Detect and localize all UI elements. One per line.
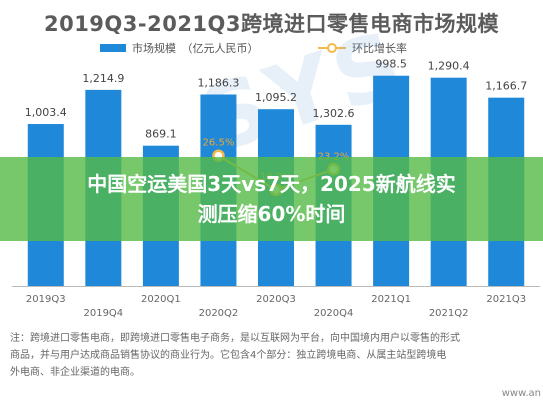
legend-line-swatch <box>318 43 346 53</box>
legend-label-bars: 市场规模 （亿元人民币） <box>132 42 259 55</box>
source-url: www.an <box>501 388 541 399</box>
chart-notes: 注：跨境进口零售电商，即跨境进口零售电子商务，是以互联网为平台，向中国境内用户以… <box>10 330 538 381</box>
bar-value-label-6: 998.5 <box>375 58 407 71</box>
growth-label-5: 23.2% <box>318 151 350 162</box>
bar-value-label-3: 1,186.3 <box>197 76 239 89</box>
x-tick-label-5: 2020Q4 <box>314 308 354 319</box>
note-line-1: 注：跨境进口零售电商，即跨境进口零售电子商务，是以互联网为平台，向中国境内用户以… <box>10 333 460 344</box>
x-tick-label-1: 2019Q4 <box>83 308 123 319</box>
bar-value-label-2: 869.1 <box>145 128 177 141</box>
bar-value-label-4: 1,095.2 <box>255 91 297 104</box>
bar-value-label-1: 1,214.9 <box>82 72 124 85</box>
chart-title: 2019Q3-2021Q3跨境进口零售电商市场规模 <box>43 12 500 36</box>
bar-value-label-8: 1,166.7 <box>485 80 527 93</box>
x-tick-label-0: 2019Q3 <box>26 294 66 305</box>
bar-value-label-7: 1,290.4 <box>428 60 470 73</box>
x-tick-label-7: 2021Q2 <box>429 308 469 319</box>
banner-headline: 中国空运美国3天vs7天，2025新航线实测压缩60%时间 <box>87 172 456 226</box>
x-tick-label-2: 2020Q1 <box>141 294 181 305</box>
x-tick-label-4: 2020Q3 <box>256 294 296 305</box>
legend-item-bars: 市场规模 （亿元人民币） <box>100 40 259 56</box>
growth-label-3: 26.5% <box>203 138 235 149</box>
x-tick-label-6: 2021Q1 <box>371 294 411 305</box>
chart-legend: 市场规模 （亿元人民币） 环比增长率 <box>0 40 543 58</box>
legend-item-line: 环比增长率 <box>318 40 407 56</box>
note-line-3: 外电商、非企业渠道的电商。 <box>10 367 140 378</box>
legend-bar-swatch <box>100 44 126 52</box>
legend-label-line: 环比增长率 <box>352 42 407 55</box>
overlay-banner: 中国空运美国3天vs7天，2025新航线实测压缩60%时间 <box>0 157 543 241</box>
note-line-2: 商品，并与用户达成商品销售协议的商业行为。它包含4个部分：独立跨境电商、从属主站… <box>10 350 447 361</box>
bar-value-label-5: 1,302.6 <box>313 107 355 120</box>
x-tick-label-3: 2020Q2 <box>199 308 239 319</box>
bar-value-label-0: 1,003.4 <box>25 106 67 119</box>
x-tick-label-8: 2021Q3 <box>486 294 526 305</box>
